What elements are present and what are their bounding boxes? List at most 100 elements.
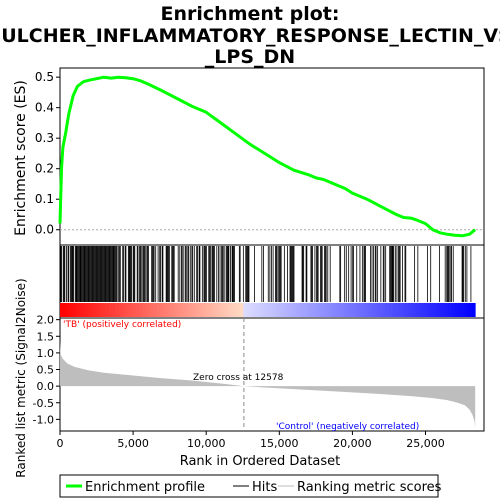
rank-color-segment <box>288 303 293 317</box>
rank-color-segment <box>298 303 303 317</box>
rank-color-segment <box>281 303 286 317</box>
rank-color-segment <box>60 303 64 317</box>
metric-y-axis: 2.0 1.5 1.0 0.5 0.0 -0.5 -1.0 <box>33 314 60 426</box>
x-tick-label: 15,000 <box>260 437 299 450</box>
es-y-axis-label: Enrichment score (ES) <box>13 80 29 236</box>
rank-color-segment <box>322 303 327 317</box>
x-tick-label: 5,000 <box>117 437 149 450</box>
rank-color-segment <box>447 303 452 317</box>
rank-color-segment <box>471 303 476 317</box>
rank-color-segment <box>229 303 234 317</box>
rank-color-segment <box>267 303 272 317</box>
rank-color-segment <box>271 303 275 317</box>
rank-color-segment <box>205 303 210 317</box>
rank-color-segment <box>108 303 113 317</box>
rank-color-segment <box>87 303 92 317</box>
rank-color-segment <box>264 303 269 317</box>
rank-color-segment <box>412 303 417 317</box>
rank-color-segment <box>399 303 403 317</box>
rank-color-segment <box>101 303 106 317</box>
rank-color-segment <box>374 303 379 317</box>
rank-color-segment <box>381 303 386 317</box>
rank-color-segment <box>302 303 307 317</box>
rank-color-segment <box>305 303 310 317</box>
metric-y-tick-label: 0.0 <box>37 380 55 393</box>
rank-color-segment <box>371 303 376 317</box>
rank-color-segment <box>423 303 428 317</box>
rank-color-segment <box>77 303 82 317</box>
rank-color-segment <box>66 303 71 317</box>
chart-title-line-3: _LPS_DN <box>205 46 295 68</box>
rank-color-segment <box>136 303 140 317</box>
rank-color-segment <box>430 303 435 317</box>
rank-color-segment <box>149 303 154 317</box>
x-axis-label: Rank in Ordered Dataset <box>180 454 341 469</box>
rank-color-segment <box>208 303 213 317</box>
rank-color-segment <box>63 303 68 317</box>
metric-y-tick-label: 1.5 <box>37 330 55 343</box>
es-y-tick-label: 0.1 <box>35 192 54 206</box>
rank-color-segment <box>163 303 168 317</box>
rank-color-segment <box>201 303 206 317</box>
rank-color-segment <box>73 303 78 317</box>
rank-color-segment <box>243 303 248 317</box>
rank-color-segment <box>139 303 144 317</box>
ranking-metric-area <box>60 341 476 428</box>
rank-color-segment <box>253 303 258 317</box>
rank-color-segment <box>350 303 355 317</box>
rank-color-segment <box>406 303 410 317</box>
rank-color-bar <box>60 303 476 317</box>
rank-color-segment <box>295 303 300 317</box>
rank-color-segment <box>326 303 331 317</box>
rank-color-segment <box>115 303 120 317</box>
metric-y-tick-label: 1.0 <box>37 347 55 360</box>
rank-color-segment <box>454 303 459 317</box>
rank-color-segment <box>274 303 279 317</box>
rank-color-segment <box>291 303 296 317</box>
rank-color-segment <box>98 303 102 317</box>
rank-color-segment <box>226 303 230 317</box>
rank-color-segment <box>129 303 134 317</box>
hits-series <box>59 246 472 302</box>
rank-color-segment <box>357 303 362 317</box>
es-y-tick-label: 0.5 <box>35 70 54 84</box>
rank-color-segment <box>319 303 324 317</box>
rank-color-segment <box>378 303 383 317</box>
rank-color-segment <box>464 303 469 317</box>
rank-color-segment <box>340 303 345 317</box>
rank-color-segment <box>468 303 473 317</box>
rank-color-segment <box>343 303 348 317</box>
rank-color-segment <box>312 303 317 317</box>
rank-color-segment <box>246 303 251 317</box>
x-tick-label: 20,000 <box>333 437 372 450</box>
rank-color-segment <box>440 303 445 317</box>
rank-color-segment <box>444 303 448 317</box>
rank-color-segment <box>437 303 442 317</box>
rank-color-segment <box>336 303 341 317</box>
legend-hits-label: Hits <box>252 480 277 495</box>
rank-color-segment <box>184 303 189 317</box>
negative-correlation-label: 'Control' (negatively correlated) <box>276 422 419 432</box>
metric-y-tick-label: -0.5 <box>33 397 54 410</box>
rank-color-segment <box>361 303 365 317</box>
rank-color-segment <box>277 303 282 317</box>
metric-y-tick-label: 0.5 <box>37 364 55 377</box>
rank-color-segment <box>188 303 192 317</box>
x-tick-label: 25,000 <box>406 437 445 450</box>
es-y-axis: 0.0 0.1 0.2 0.3 0.4 0.5 <box>35 70 60 237</box>
positive-correlation-label: 'TB' (positively correlated) <box>63 320 181 330</box>
rank-color-segment <box>388 303 393 317</box>
rank-color-segment <box>177 303 182 317</box>
legend-ranking-metric-label: Ranking metric scores <box>297 480 442 495</box>
ranking-metric-series <box>60 341 476 428</box>
rank-color-segment <box>385 303 390 317</box>
x-tick-label: 10,000 <box>187 437 226 450</box>
rank-color-segment <box>222 303 227 317</box>
rank-color-segment <box>174 303 179 317</box>
rank-color-segment <box>367 303 372 317</box>
rank-color-segment <box>364 303 369 317</box>
rank-color-segment <box>91 303 96 317</box>
rank-color-segment <box>347 303 352 317</box>
rank-color-segment <box>70 303 75 317</box>
